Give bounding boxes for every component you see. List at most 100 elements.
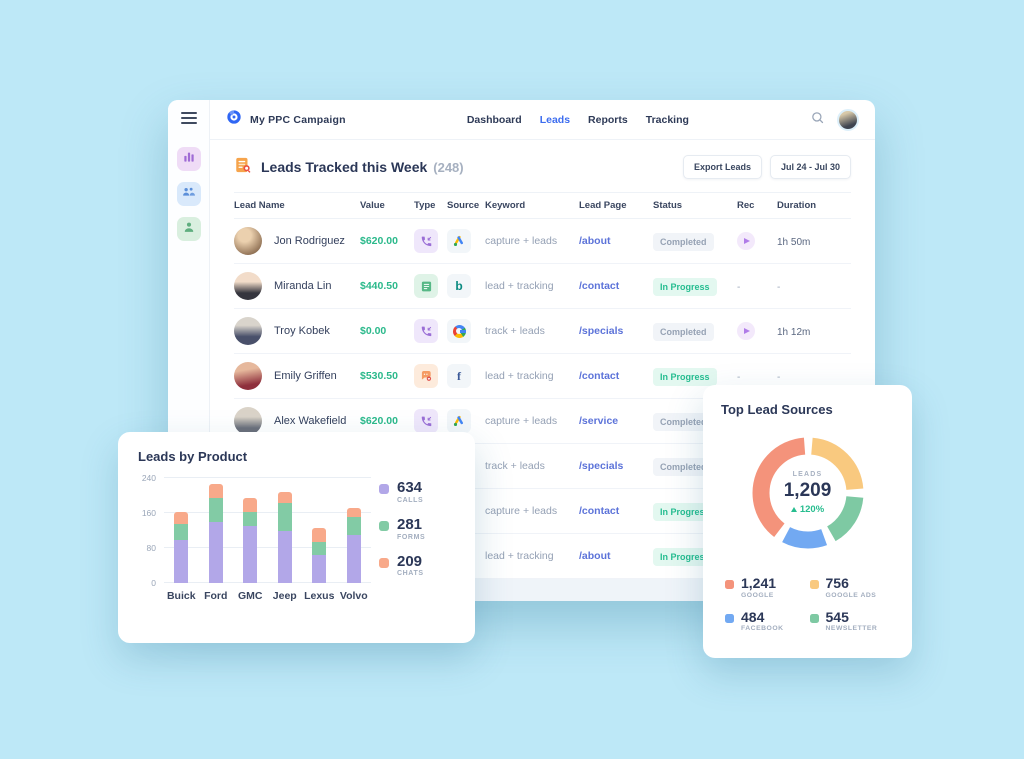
table-row[interactable]: Emily Griffen $530.50 f lead + tracking/con… <box>234 354 851 399</box>
play-recording-button[interactable] <box>737 322 755 340</box>
status-badge: Completed <box>653 232 714 251</box>
donut-segment-facebook <box>752 437 863 549</box>
date-range-button[interactable]: Jul 24 - Jul 30 <box>769 155 851 179</box>
lead-keyword: lead + tracking <box>485 280 554 292</box>
sidebar-item-bar-chart[interactable] <box>176 147 201 171</box>
lead-name: Miranda Lin <box>274 280 332 292</box>
x-axis-label: Volvo <box>339 590 368 602</box>
export-leads-button[interactable]: Export Leads <box>682 155 762 179</box>
bar-chart-icon <box>182 150 196 169</box>
search-icon[interactable] <box>810 110 825 130</box>
lead-value: $440.50 <box>360 280 398 292</box>
source-icon-google-ads <box>447 409 471 433</box>
legend-swatch <box>379 484 389 494</box>
product-chart-title: Leads by Product <box>138 449 248 464</box>
nav-item-leads[interactable]: Leads <box>539 113 571 126</box>
sources-legend: 1,241 GOOGLE 756 GOOGLE ADS 484 FACEBOOK 545 NE… <box>721 576 894 632</box>
source-legend-item-newsletter: 545 NEWSLETTER <box>809 609 895 632</box>
plot-area <box>164 477 371 583</box>
sidebar-item-person[interactable] <box>176 217 201 241</box>
sources-chart-title: Top Lead Sources <box>721 402 833 417</box>
nav-item-reports[interactable]: Reports <box>588 113 628 126</box>
bar-slot-buick <box>164 478 199 583</box>
lead-name: Jon Rodriguez <box>274 235 345 247</box>
status-badge: In Progress <box>653 502 717 521</box>
bar-segment-forms <box>243 511 258 527</box>
nav-item-dashboard[interactable]: Dashboard <box>466 113 522 126</box>
table-row[interactable]: track + leads/specials Completed <box>234 444 851 489</box>
bar-slot-jeep <box>268 478 303 583</box>
lead-duration: - <box>777 372 781 383</box>
bar-segment-calls <box>243 526 258 583</box>
lead-duration: - <box>777 282 781 293</box>
table-row[interactable]: capture + leads/contact In Progress <box>234 489 851 534</box>
lead-page-link[interactable]: /about <box>579 235 611 247</box>
y-axis: 0 80 160 240 <box>138 473 164 588</box>
app-logo-icon <box>226 109 242 130</box>
lead-page-link[interactable]: /contact <box>579 505 620 517</box>
bar-segment-calls <box>174 540 189 583</box>
lead-status-cell: Completed <box>653 232 737 251</box>
legend-swatch <box>379 557 389 568</box>
lead-page-link[interactable]: /specials <box>579 460 624 472</box>
donut-center-label: LEADS <box>792 471 823 478</box>
lead-page-link[interactable]: /service <box>579 415 619 427</box>
lead-page-link[interactable]: /about <box>579 550 611 562</box>
x-axis-label: GMC <box>238 590 263 602</box>
user-avatar[interactable] <box>836 108 859 131</box>
table-row[interactable]: Alex Wakefield $620.00 capture + leads/ser… <box>234 399 851 444</box>
status-badge: Completed <box>653 457 714 476</box>
legend-label: GOOGLE <box>741 591 774 599</box>
bar-slot-lexus <box>302 478 337 583</box>
bar-segment-chats <box>312 527 327 543</box>
column-header-duration: Duration <box>777 200 817 211</box>
lead-duration-cell: 1h 50m <box>777 232 851 250</box>
bar-segment-forms <box>277 503 292 531</box>
bar-segment-calls <box>346 534 361 583</box>
menu-icon[interactable] <box>180 112 197 127</box>
bar-slot-volvo <box>337 478 372 583</box>
bars <box>164 478 371 583</box>
sidebar-item-team[interactable] <box>176 182 201 206</box>
donut-delta: 120% <box>790 504 824 515</box>
legend-text: 484 FACEBOOK <box>741 609 784 632</box>
table-row[interactable]: Troy Kobek $0.00 track + leads/specials Com… <box>234 309 851 354</box>
campaign-title: My PPC Campaign <box>250 113 346 126</box>
lead-status-cell: In Progress <box>653 367 737 386</box>
column-header-type: Type <box>414 200 436 211</box>
lead-page-link[interactable]: /specials <box>579 325 624 337</box>
source-legend-item-google-ads: 756 GOOGLE ADS <box>809 576 895 599</box>
table-header: Lead Name Value Type Source Keyword Lead Page… <box>234 192 851 219</box>
legend-label: CHATS <box>397 570 424 578</box>
legend-text: 545 NEWSLETTER <box>826 609 878 632</box>
top-lead-sources-card: Top Lead Sources LEADS 1,209 120% 1,241 G… <box>703 385 912 658</box>
x-axis-labels: Buick Ford GMC Jeep Lexus Volvo <box>138 590 371 602</box>
call-type-icon <box>414 409 438 433</box>
lead-name-cell: Troy Kobek <box>234 317 360 345</box>
table-row[interactable]: Miranda Lin $440.50 b lead + tracking/conta… <box>234 264 851 309</box>
product-chart-legend: 634 CALLS 281 FORMS 209 CHATS <box>371 478 455 602</box>
bar-slot-gmc <box>233 478 268 583</box>
lead-avatar <box>234 272 262 300</box>
lead-name-cell: Emily Griffen <box>234 362 360 390</box>
play-recording-button[interactable] <box>737 232 755 250</box>
chat-type-icon <box>414 364 438 388</box>
lead-name: Troy Kobek <box>274 325 330 337</box>
legend-text: 756 GOOGLE ADS <box>826 576 877 599</box>
nav-item-tracking[interactable]: Tracking <box>645 113 689 126</box>
donut-chart: LEADS 1,209 120% <box>740 425 876 561</box>
product-chart: 0 80 160 240 Buick Ford GMC Jeep Lexus Volvo 634… <box>138 473 455 602</box>
table-row[interactable]: lead + tracking/about In Progress <box>234 534 851 579</box>
lead-source-cell <box>447 229 485 253</box>
person-icon <box>182 220 196 239</box>
lead-page-link[interactable]: /contact <box>579 370 620 382</box>
bar-segment-calls <box>312 554 327 583</box>
legend-swatch <box>379 520 389 531</box>
y-tick-label: 0 <box>151 578 156 588</box>
table-row[interactable]: Jon Rodriguez $620.00 capture + leads/abou… <box>234 219 851 264</box>
legend-value: 209 <box>397 552 423 570</box>
legend-text: 1,241 GOOGLE <box>741 576 776 599</box>
source-icon-google-ads <box>447 229 471 253</box>
legend-item-forms: 281 FORMS <box>379 516 455 541</box>
lead-page-link[interactable]: /contact <box>579 280 620 292</box>
